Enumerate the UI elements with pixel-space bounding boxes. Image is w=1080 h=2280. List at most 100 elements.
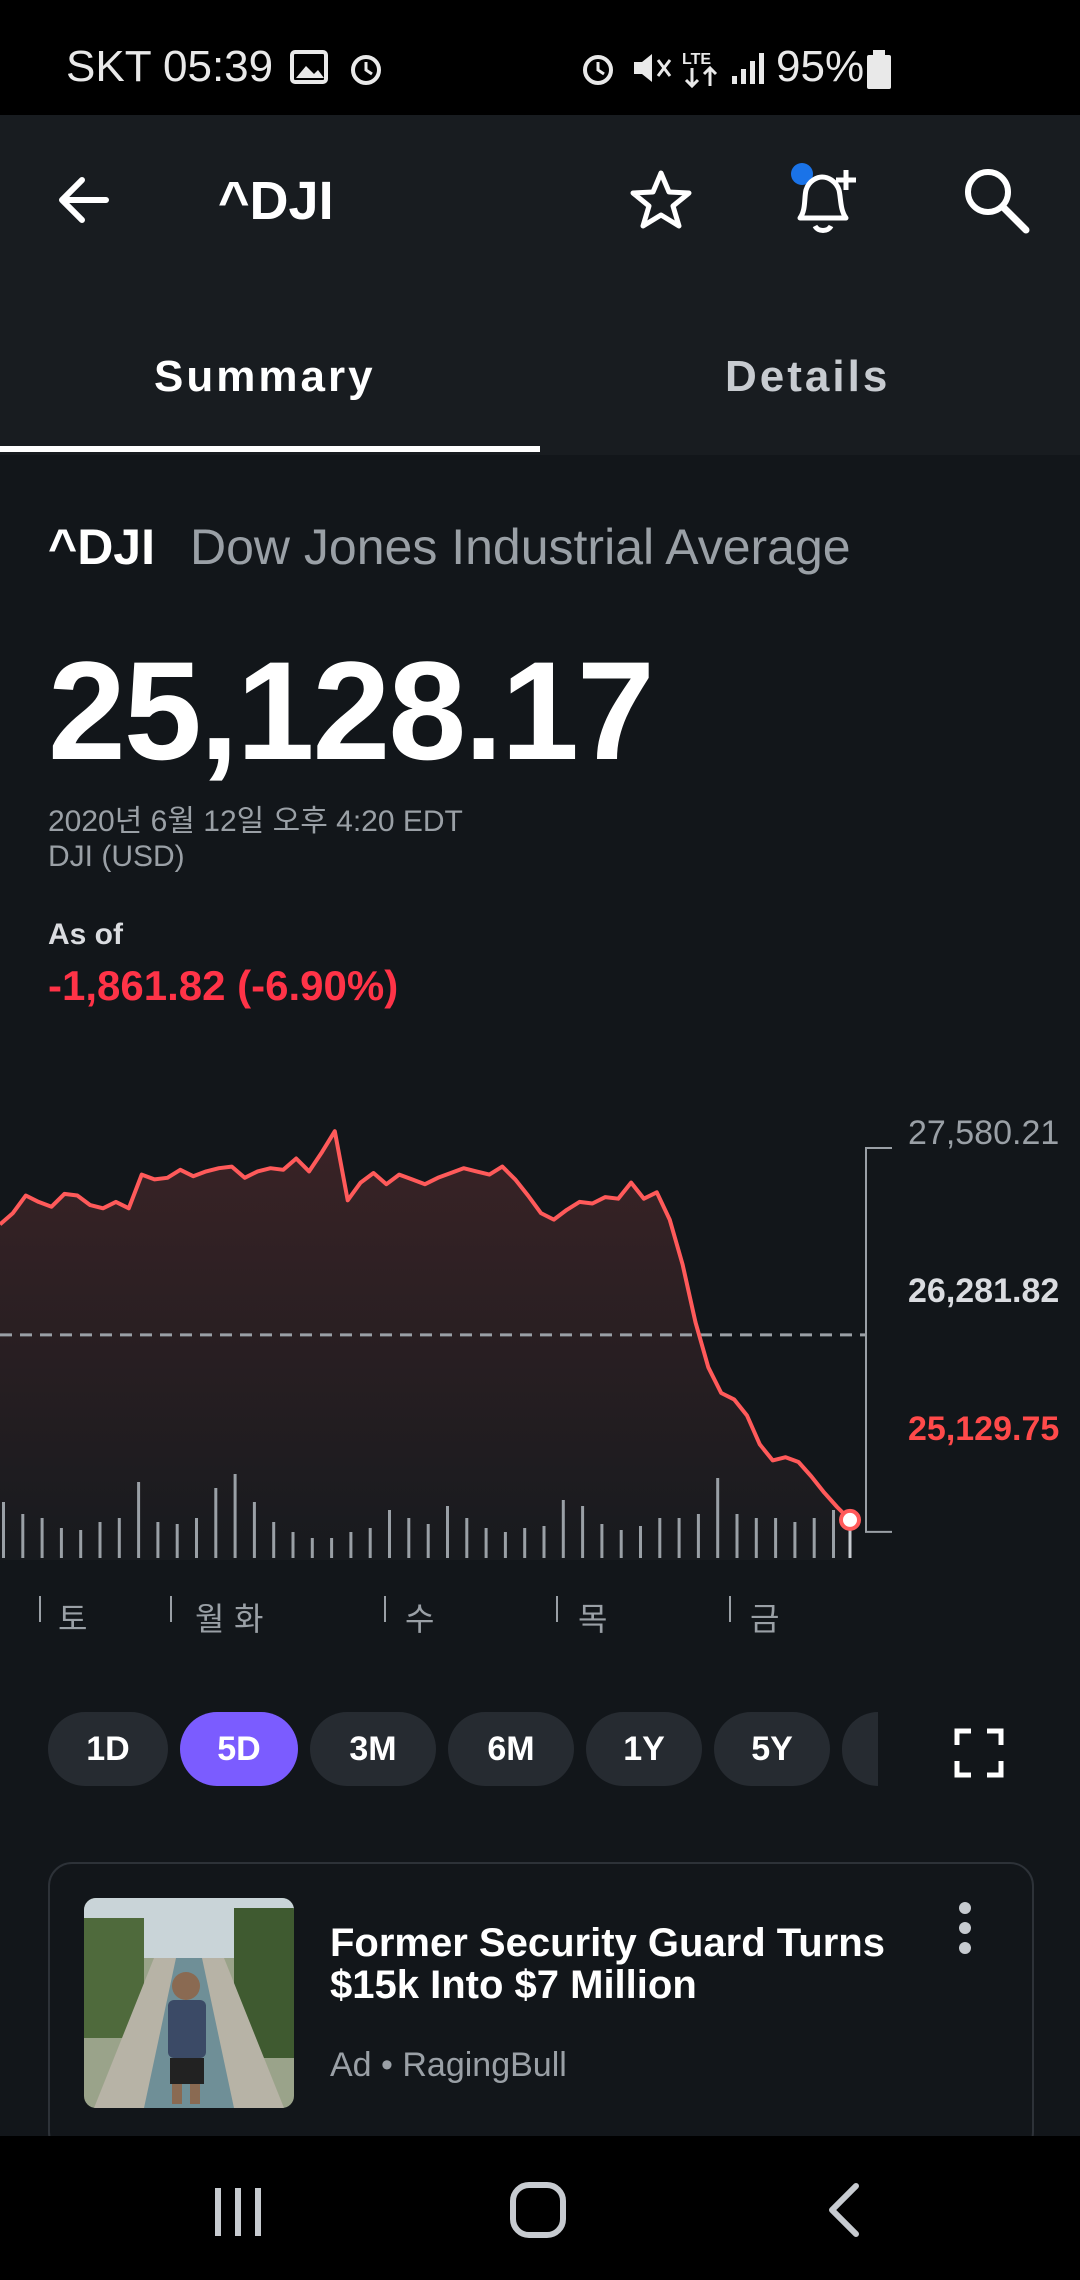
- range-bracket: [865, 1147, 892, 1533]
- volume-bar: [175, 1524, 179, 1558]
- carrier-time: SKT 05:39: [66, 42, 274, 91]
- volume-bar: [368, 1528, 372, 1558]
- volume-bar: [214, 1488, 218, 1558]
- volume-bar: [2, 1502, 5, 1558]
- x-label: 목: [578, 1601, 608, 1637]
- alarm-icon: [351, 55, 381, 85]
- volume-bar: [156, 1522, 160, 1558]
- volume-bar: [407, 1518, 411, 1558]
- search-icon[interactable]: [960, 164, 1032, 236]
- volume-bar: [735, 1514, 739, 1558]
- volume-bar: [677, 1518, 681, 1558]
- volume-bar: [291, 1532, 295, 1558]
- range-5y[interactable]: 5Y: [714, 1712, 830, 1786]
- range-3m[interactable]: 3M: [310, 1712, 436, 1786]
- volume-bar: [561, 1500, 565, 1558]
- more-options-icon[interactable]: [950, 1900, 980, 1956]
- tab-active-indicator: [0, 446, 540, 452]
- home-icon[interactable]: [508, 2180, 568, 2240]
- bell-plus-icon[interactable]: [784, 160, 864, 240]
- tab-summary[interactable]: Summary: [154, 352, 376, 401]
- volume-bar: [40, 1518, 44, 1558]
- y-label-high: 27,580.21: [908, 1114, 1060, 1152]
- x-label: 수: [405, 1601, 435, 1637]
- chart-area-fill: [0, 1131, 850, 1560]
- y-label-last: 25,129.75: [908, 1410, 1060, 1448]
- fullscreen-icon[interactable]: [954, 1728, 1004, 1778]
- range-more-clipped[interactable]: [842, 1712, 878, 1786]
- ad-title[interactable]: Former Security Guard Turns $15k Into $7…: [330, 1921, 885, 2007]
- volume-bar: [658, 1518, 662, 1558]
- volume-bar: [310, 1538, 314, 1558]
- volume-bar: [330, 1538, 334, 1558]
- volume-bar: [117, 1518, 121, 1558]
- lte-icon: LTE: [682, 51, 718, 89]
- as-of-label: As of: [48, 918, 123, 951]
- page-title: ^DJI: [218, 171, 334, 231]
- y-label-prev-close: 26,281.82: [908, 1272, 1060, 1310]
- tab-bar: [0, 310, 1080, 455]
- svg-text:LTE: LTE: [682, 51, 711, 68]
- volume-bar: [812, 1518, 816, 1558]
- volume-bar: [503, 1532, 507, 1558]
- volume-bar: [832, 1510, 835, 1558]
- volume-bar: [426, 1524, 430, 1558]
- system-nav-bar: [0, 2136, 1080, 2280]
- back-icon[interactable]: [820, 2182, 870, 2238]
- quote-symbol: ^DJI: [48, 519, 156, 575]
- volume-bar: [716, 1478, 720, 1558]
- volume-bar: [542, 1526, 546, 1558]
- volume-bar: [581, 1506, 585, 1558]
- volume-bar: [272, 1522, 276, 1558]
- quote-timestamp: 2020년 6월 12일 오후 4:20 EDT: [48, 805, 463, 838]
- volume-bar: [619, 1530, 623, 1558]
- volume-bar: [484, 1528, 488, 1558]
- app-header: [0, 115, 1080, 310]
- quote-change: -1,861.82 (-6.90%): [48, 962, 399, 1009]
- x-label: 토: [58, 1601, 88, 1637]
- volume-bar: [98, 1522, 102, 1558]
- volume-bar: [639, 1526, 642, 1558]
- volume-bar: [793, 1522, 797, 1558]
- volume-bar: [252, 1502, 256, 1558]
- volume-bar: [349, 1532, 353, 1558]
- range-1d[interactable]: 1D: [48, 1712, 168, 1786]
- status-bar: SKT 05:39 LTE 95%: [0, 0, 1080, 115]
- range-6m[interactable]: 6M: [448, 1712, 574, 1786]
- range-1y[interactable]: 1Y: [586, 1712, 702, 1786]
- star-icon[interactable]: [628, 168, 694, 234]
- quote-name: Dow Jones Industrial Average: [190, 519, 851, 575]
- battery-percent: 95%: [776, 42, 865, 91]
- recent-apps-icon[interactable]: [210, 2184, 266, 2240]
- back-arrow-icon[interactable]: [54, 170, 114, 230]
- volume-bar: [774, 1518, 778, 1558]
- x-label: 화: [234, 1601, 264, 1637]
- price-chart[interactable]: [0, 1100, 1080, 1640]
- x-label: 월: [195, 1601, 225, 1637]
- tab-details[interactable]: Details: [725, 352, 891, 401]
- volume-bar: [195, 1518, 198, 1558]
- last-point-marker: [839, 1508, 861, 1531]
- notification-dot: [791, 163, 813, 185]
- volume-bar: [465, 1518, 469, 1558]
- volume-bar: [600, 1524, 604, 1558]
- volume-bar: [754, 1518, 758, 1558]
- volume-bar: [388, 1510, 391, 1558]
- signal-icon: [732, 53, 764, 84]
- quote-price: 25,128.17: [48, 632, 655, 789]
- volume-bar: [446, 1506, 449, 1558]
- ad-image[interactable]: [84, 1898, 294, 2108]
- alarm-icon: [583, 55, 613, 85]
- x-label: 금: [750, 1601, 780, 1637]
- volume-bar: [696, 1514, 700, 1558]
- volume-bar: [21, 1514, 25, 1558]
- ad-sponsor: Ad • RagingBull: [330, 2046, 567, 2084]
- range-5d[interactable]: 5D: [180, 1712, 298, 1786]
- volume-bar: [523, 1528, 527, 1558]
- volume-bar: [137, 1482, 141, 1558]
- price-line: [0, 1129, 852, 1522]
- volume-bar: [79, 1530, 83, 1558]
- quote-exchange: DJI (USD): [48, 840, 185, 873]
- battery-icon: [867, 50, 891, 89]
- mute-icon: [634, 54, 672, 82]
